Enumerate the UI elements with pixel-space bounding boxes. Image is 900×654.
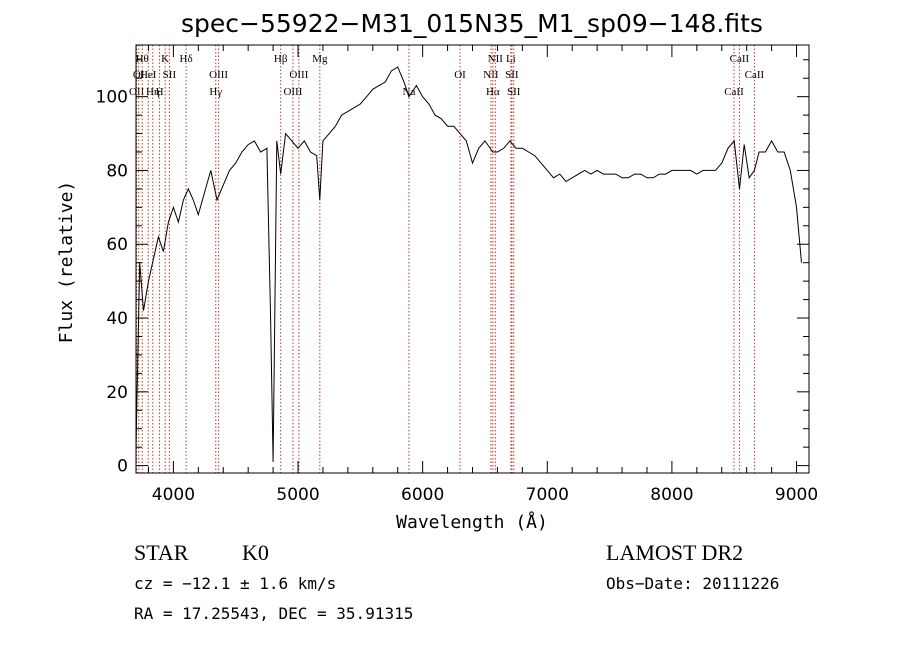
spectral-line-label: OIII bbox=[209, 69, 228, 81]
spectral-line-label: NII bbox=[488, 53, 504, 65]
y-tick-label: 80 bbox=[106, 161, 128, 181]
spectral-line-markers: OIIOIHθHeIHηHKSIIHδHγOIIIHβOIIIOIIIMgNaO… bbox=[129, 45, 765, 473]
spectral-line-label: CaII bbox=[730, 53, 750, 65]
y-tick-label: 0 bbox=[117, 457, 128, 477]
spectral-line-label: HeI bbox=[140, 69, 157, 81]
spectral-line-label: Hβ bbox=[274, 53, 288, 65]
spectral-line-label: SII bbox=[163, 69, 177, 81]
spectral-line-label: Hη bbox=[146, 86, 160, 98]
chart-title: spec−55922−M31_015N35_M1_sp09−148.fits bbox=[181, 9, 763, 38]
sky-coordinates: RA = 17.25543, DEC = 35.91315 bbox=[134, 604, 413, 623]
spectral-line-label: Hα bbox=[486, 86, 500, 98]
flux-series-line bbox=[135, 66, 802, 462]
spectral-line-label: NII bbox=[483, 69, 499, 81]
object-class: STAR bbox=[134, 540, 189, 565]
spectral-line-label: K bbox=[161, 53, 169, 65]
plot-frame bbox=[135, 44, 810, 474]
spectral-line-label: SII bbox=[505, 69, 519, 81]
x-tick-label: 4000 bbox=[152, 485, 195, 505]
observation-date: Obs−Date: 20111226 bbox=[606, 574, 779, 593]
axis-ticks: 4000 5000 6000 7000 8000 9000 0 20 40 60 80 100 bbox=[96, 45, 818, 505]
x-tick-label: 6000 bbox=[401, 485, 444, 505]
x-tick-label: 7000 bbox=[526, 485, 569, 505]
spectral-line-label: OI bbox=[454, 69, 466, 81]
spectral-line-label: CaII bbox=[724, 86, 744, 98]
y-tick-label: 20 bbox=[106, 383, 128, 403]
spectral-line-label: Mg bbox=[312, 53, 328, 65]
x-tick-label: 8000 bbox=[650, 485, 693, 505]
redshift-velocity: cz = −12.1 ± 1.6 km/s bbox=[134, 574, 336, 593]
spectral-line-label: Hγ bbox=[209, 86, 222, 98]
y-tick-label: 100 bbox=[96, 88, 128, 108]
survey-name: LAMOST DR2 bbox=[606, 540, 743, 565]
spectral-line-label: CaII bbox=[745, 69, 765, 81]
spectral-line-label: Li bbox=[506, 53, 516, 65]
spectral-line-label: OIII bbox=[289, 69, 308, 81]
x-tick-label: 9000 bbox=[775, 485, 818, 505]
spectral-line-label: H bbox=[156, 86, 164, 98]
x-tick-label: 5000 bbox=[276, 485, 319, 505]
x-axis-title: Wavelength (Å) bbox=[396, 511, 548, 533]
spectral-line-label: Hθ bbox=[136, 53, 149, 65]
spectral-line-label: Na bbox=[403, 86, 416, 98]
spectral-line-label: OI bbox=[133, 69, 145, 81]
spectral-line-label: OII bbox=[129, 86, 145, 98]
object-subclass: K0 bbox=[242, 540, 269, 565]
spectral-line-label: Hδ bbox=[180, 53, 193, 65]
spectral-line-label: SII bbox=[507, 86, 521, 98]
spectral-line-label: OIII bbox=[283, 86, 302, 98]
y-axis-title: Flux (relative) bbox=[56, 181, 77, 344]
y-tick-label: 40 bbox=[106, 309, 128, 329]
y-tick-label: 60 bbox=[106, 235, 128, 255]
